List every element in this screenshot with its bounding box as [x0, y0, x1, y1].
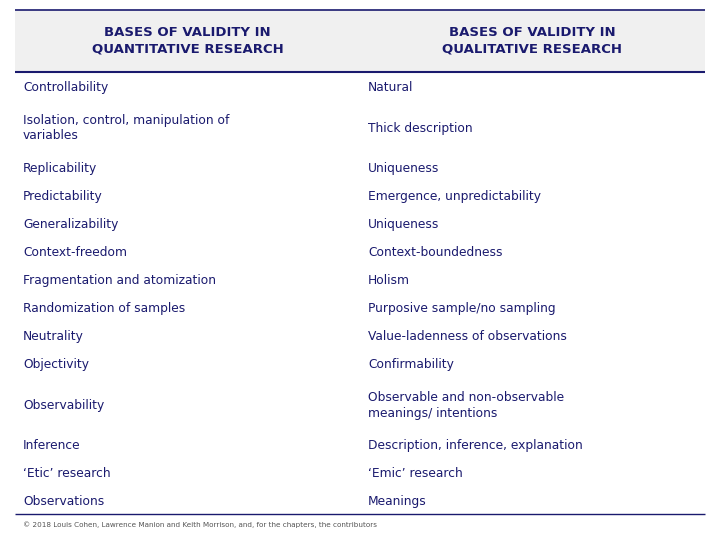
Text: © 2018 Louis Cohen, Lawrence Manion and Keith Morrison, and, for the chapters, t: © 2018 Louis Cohen, Lawrence Manion and … — [23, 521, 377, 528]
Text: Uniqueness: Uniqueness — [368, 162, 439, 175]
Text: Confirmability: Confirmability — [368, 359, 454, 372]
Text: Observable and non-observable
meanings/ intentions: Observable and non-observable meanings/ … — [368, 391, 564, 420]
Text: Observability: Observability — [23, 399, 104, 411]
Text: Objectivity: Objectivity — [23, 359, 89, 372]
Text: Isolation, control, manipulation of
variables: Isolation, control, manipulation of vari… — [23, 114, 230, 143]
Text: BASES OF VALIDITY IN
QUALITATIVE RESEARCH: BASES OF VALIDITY IN QUALITATIVE RESEARC… — [443, 26, 623, 56]
Text: Predictability: Predictability — [23, 190, 103, 203]
Text: Meanings: Meanings — [368, 495, 427, 508]
Text: Purposive sample/no sampling: Purposive sample/no sampling — [368, 302, 556, 315]
Text: Holism: Holism — [368, 274, 410, 287]
Text: ‘Emic’ research: ‘Emic’ research — [368, 467, 463, 480]
Text: Generalizability: Generalizability — [23, 218, 118, 231]
Text: Value-ladenness of observations: Value-ladenness of observations — [368, 330, 567, 343]
Text: Context-freedom: Context-freedom — [23, 246, 127, 259]
Text: Controllability: Controllability — [23, 82, 108, 94]
Text: Natural: Natural — [368, 82, 413, 94]
Text: Randomization of samples: Randomization of samples — [23, 302, 185, 315]
Text: Description, inference, explanation: Description, inference, explanation — [368, 439, 582, 452]
Text: Thick description: Thick description — [368, 122, 472, 134]
Text: ‘Etic’ research: ‘Etic’ research — [23, 467, 111, 480]
Text: BASES OF VALIDITY IN
QUANTITATIVE RESEARCH: BASES OF VALIDITY IN QUANTITATIVE RESEAR… — [91, 26, 284, 56]
Text: Replicability: Replicability — [23, 162, 97, 175]
Bar — [15, 10, 705, 72]
Text: Emergence, unpredictability: Emergence, unpredictability — [368, 190, 541, 203]
Text: Context-boundedness: Context-boundedness — [368, 246, 503, 259]
Text: Neutrality: Neutrality — [23, 330, 84, 343]
Text: Fragmentation and atomization: Fragmentation and atomization — [23, 274, 216, 287]
Text: Uniqueness: Uniqueness — [368, 218, 439, 231]
Text: Observations: Observations — [23, 495, 104, 508]
Text: Inference: Inference — [23, 439, 81, 452]
